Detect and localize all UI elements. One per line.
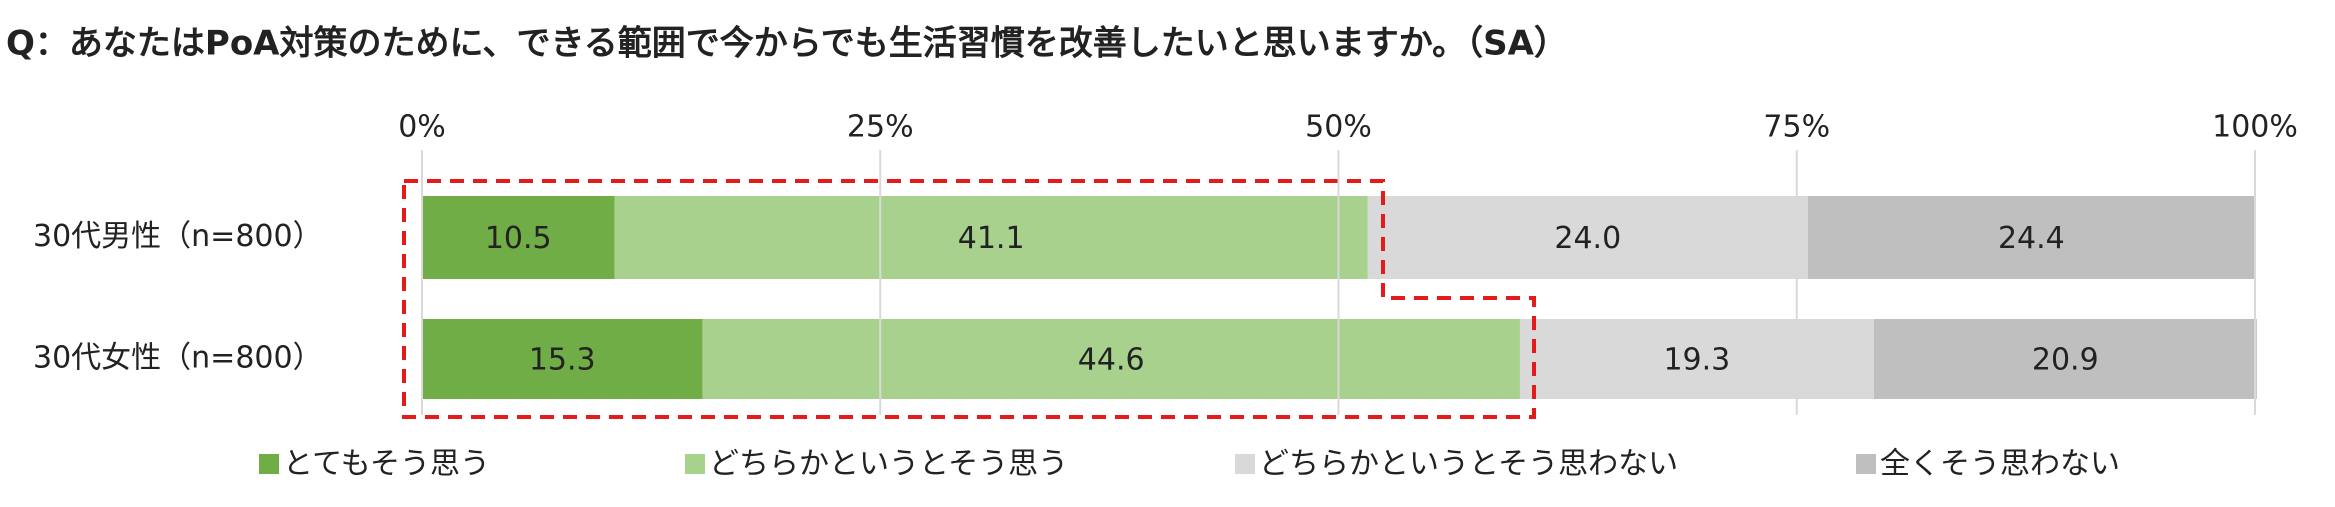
data-label: 20.9 xyxy=(2032,343,2099,378)
bar-segment xyxy=(1519,319,1874,399)
x-tick-label: 25% xyxy=(847,110,914,145)
bar-segment xyxy=(1873,319,2257,399)
x-tick-label: 0% xyxy=(398,110,446,145)
category-label: 30代男性（n=800） xyxy=(33,219,323,254)
legend-swatch xyxy=(685,454,705,474)
bar-segment xyxy=(614,196,1368,279)
bar-segment xyxy=(422,196,615,279)
data-label: 15.3 xyxy=(529,343,596,378)
legend-label: どちらかというとそう思う xyxy=(709,447,1068,482)
x-tick-label: 50% xyxy=(1305,110,1372,145)
data-label: 10.5 xyxy=(485,221,552,256)
legend-label: 全くそう思わない xyxy=(1880,447,2120,482)
x-tick-label: 75% xyxy=(1763,110,1830,145)
data-label: 41.1 xyxy=(958,221,1025,256)
legend-swatch xyxy=(1235,454,1255,474)
legend-label: とてもそう思う xyxy=(283,447,490,482)
data-label: 24.0 xyxy=(1554,221,1621,256)
bar-segment xyxy=(422,319,703,399)
category-label: 30代女性（n=800） xyxy=(33,341,323,376)
data-label: 24.4 xyxy=(1998,221,2065,256)
data-label: 44.6 xyxy=(1078,343,1145,378)
x-tick-label: 100% xyxy=(2212,110,2298,145)
legend-swatch xyxy=(259,454,279,474)
data-label: 19.3 xyxy=(1663,343,1730,378)
legend-label: どちらかというとそう思わない xyxy=(1259,447,1678,482)
bar-segment xyxy=(1367,196,1808,279)
legend-swatch xyxy=(1856,454,1876,474)
highlight-outline xyxy=(402,179,1536,419)
bar-segment xyxy=(1807,196,2255,279)
bar-segment xyxy=(702,319,1520,399)
chart-title: Q：あなたはPoA対策のために、できる範囲で今からでも生活習慣を改善したいと思い… xyxy=(6,24,1568,64)
